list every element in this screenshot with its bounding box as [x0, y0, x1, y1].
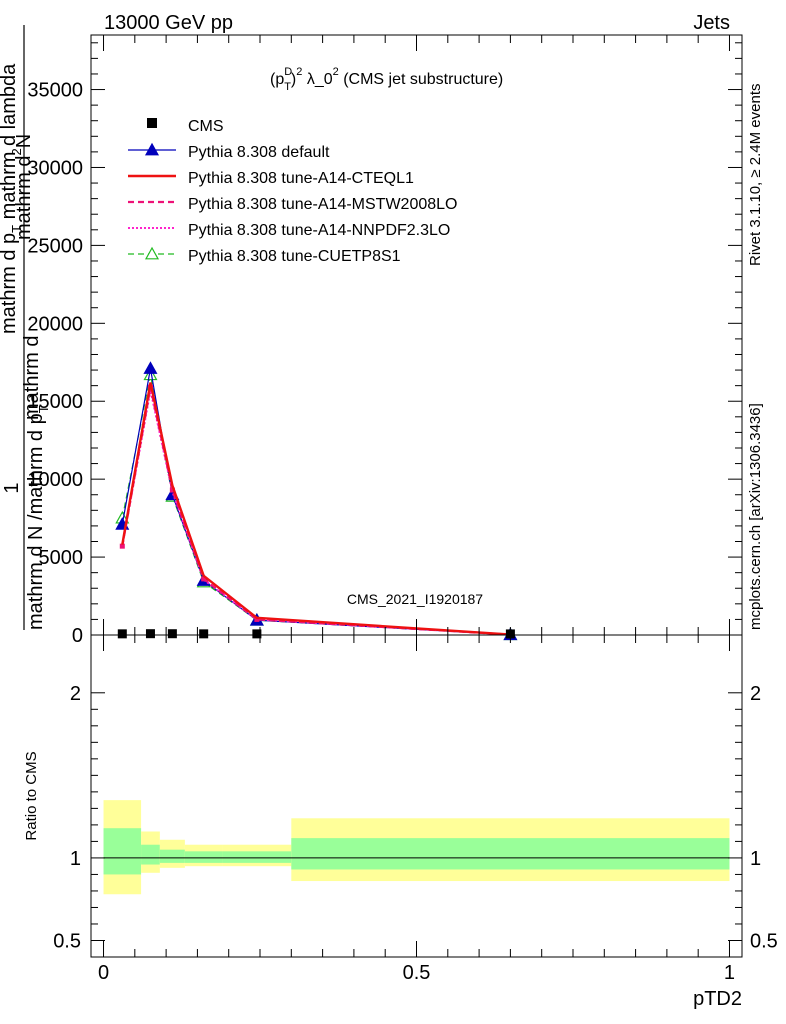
- watermark: CMS_2021_I1920187: [347, 591, 483, 607]
- main-ytick-label: 30000: [27, 157, 83, 179]
- ratio-ytick-label-right: 0.5: [750, 930, 778, 952]
- ratio-band-inner: [184, 851, 223, 863]
- ylabel-numerator: mathrm d pT mathrm d lambda: [0, 63, 24, 334]
- main-ytick-label: 5000: [39, 547, 84, 569]
- legend-label-cms: CMS: [188, 118, 224, 135]
- cms-point: [117, 629, 127, 639]
- legend-label-cteql1: Pythia 8.308 tune-A14-CTEQL1: [188, 170, 414, 187]
- ratio-ytick-label: 0.5: [53, 930, 81, 952]
- cms-point: [252, 629, 262, 639]
- ratio-band-inner: [291, 838, 730, 870]
- cms-point: [199, 629, 209, 639]
- main-ytick-label: 10000: [27, 469, 83, 491]
- legend-marker-cms: [147, 118, 157, 128]
- ratio-xtick-label: 0.5: [403, 962, 431, 984]
- ylabel-numerator-top: mathrm d2N: [9, 134, 35, 240]
- legend: CMS Pythia 8.308 default Pythia 8.308 tune…: [128, 118, 457, 265]
- ratio-ytick-label: 2: [70, 683, 81, 705]
- ratio-band-inner: [103, 828, 142, 875]
- legend-item-mstw: Pythia 8.308 tune-A14-MSTW2008LO: [128, 196, 457, 213]
- ylabel-denominator: mathrm d N /mathrm d pT: [25, 405, 51, 630]
- legend-item-cteql1: Pythia 8.308 tune-A14-CTEQL1: [128, 170, 414, 187]
- cms-point: [145, 629, 155, 639]
- legend-label-cuetp8s1: Pythia 8.308 tune-CUETP8S1: [188, 248, 401, 265]
- main-ytick-label: 15000: [27, 391, 83, 413]
- ratio-ytick-label-right: 1: [750, 848, 761, 870]
- main-ytick-label: 20000: [27, 313, 83, 335]
- legend-label-nnpdf: Pythia 8.308 tune-A14-NNPDF2.3LO: [188, 222, 450, 239]
- rivet-label: Rivet 3.1.10, ≥ 2.4M events: [747, 84, 764, 267]
- ratio-ytick-label: 1: [70, 848, 81, 870]
- ratio-panel: 0.5 0.5 1 1 2 2 0 0.5 1 Ratio to CMS pTD2: [23, 634, 778, 1010]
- legend-label-mstw: Pythia 8.308 tune-A14-MSTW2008LO: [188, 196, 457, 213]
- ratio-band-inner: [159, 849, 185, 863]
- header-right: Jets: [693, 12, 730, 34]
- ratio-ytick-label-right: 2: [750, 683, 761, 705]
- header-left: 13000 GeV pp: [104, 12, 233, 34]
- legend-label-default: Pythia 8.308 default: [188, 144, 330, 161]
- series-point-mstw: [119, 543, 125, 549]
- legend-item-default: Pythia 8.308 default: [128, 142, 330, 161]
- main-ytick-label: 35000: [27, 80, 83, 102]
- series-point-mstw: [254, 616, 260, 622]
- series-line-cteql1: [121, 382, 511, 636]
- series-point-cuetp8s1: [143, 367, 158, 381]
- ylabel-numerator-lower: mathrm d: [21, 336, 43, 420]
- legend-marker-default: [144, 142, 160, 156]
- ratio-xtick-label: 1: [724, 962, 735, 984]
- main-ytick-label: 25000: [27, 235, 83, 257]
- cms-point: [167, 629, 177, 639]
- mcplots-label: mcplots.cern.ch [arXiv:1306.3436]: [747, 403, 764, 630]
- main-ytick-label: 0: [72, 625, 83, 647]
- series-point-default: [143, 361, 158, 374]
- chart-title: (pD T)2 λ_02 (CMS jet substructure): [270, 66, 503, 93]
- ratio-ylabel: Ratio to CMS: [23, 751, 40, 840]
- legend-marker-cuetp8s1: [144, 246, 160, 260]
- legend-item-cuetp8s1: Pythia 8.308 tune-CUETP8S1: [128, 246, 401, 265]
- main-ylabel: 1 mathrm d N /mathrm d pT mathrm d mathr…: [0, 25, 51, 630]
- ylabel-one: 1: [1, 482, 23, 493]
- legend-item-cms: CMS: [147, 118, 224, 135]
- ratio-frame: [90, 634, 743, 958]
- series-point-mstw: [201, 576, 207, 582]
- main-panel: 0 5000 10000 15000 20000 25000 30000 35000 CMS_…: [0, 25, 743, 647]
- ratio-band-inner: [222, 851, 292, 863]
- ratio-band-inner: [141, 844, 160, 865]
- ratio-xtick-label: 0: [98, 962, 109, 984]
- x-axis-label: pTD2: [693, 988, 742, 1010]
- series-point-mstw: [169, 487, 175, 493]
- legend-item-nnpdf: Pythia 8.308 tune-A14-NNPDF2.3LO: [128, 222, 450, 239]
